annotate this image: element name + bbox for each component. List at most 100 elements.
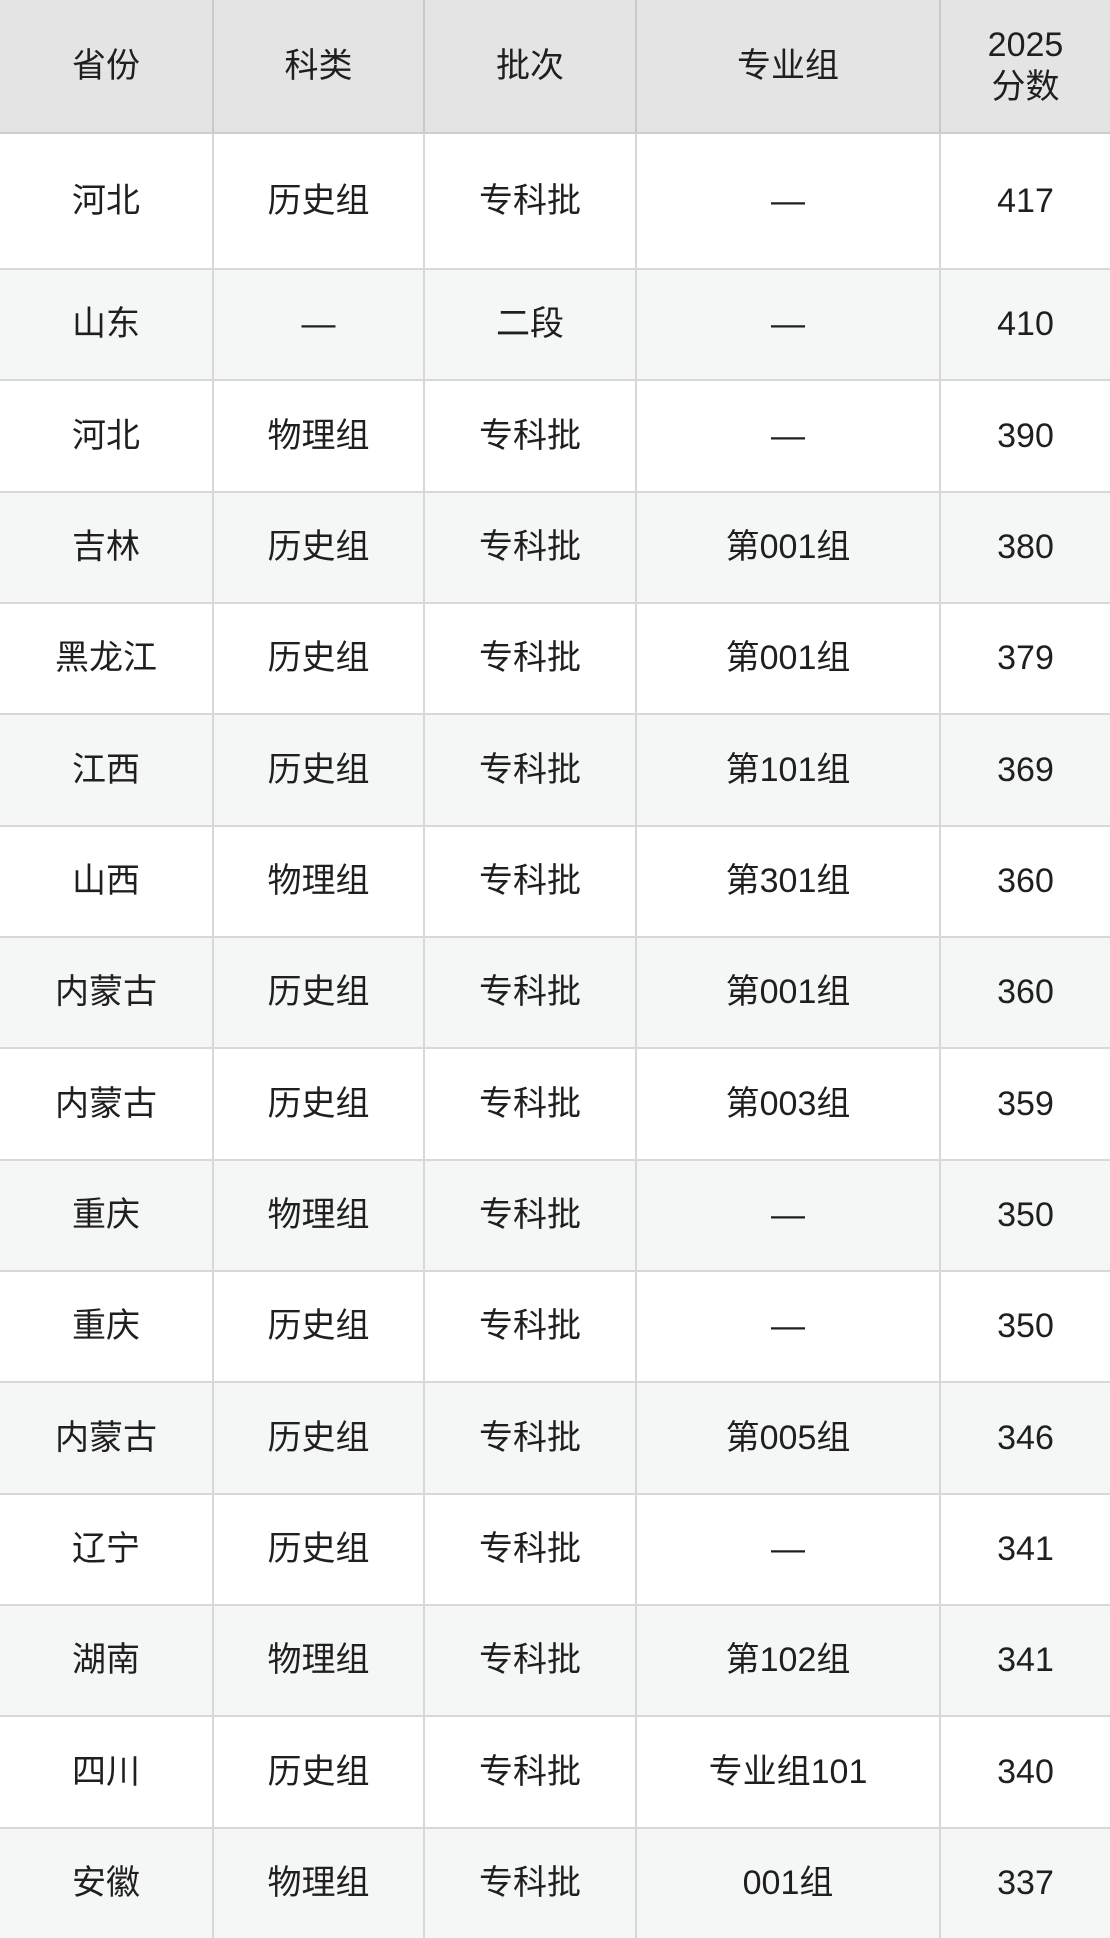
cell-subject-category: 历史组 [214, 937, 425, 1048]
cell-province: 江西 [0, 715, 214, 825]
cell-score-2025: 360 [997, 862, 1054, 901]
cell-major-group: 第005组 [637, 1383, 941, 1493]
cell-batch: 专科批 [425, 1494, 637, 1604]
cell-batch: 专科批 [425, 603, 637, 714]
table-row: 河北 物理组 专科批 — 390 [0, 381, 1110, 493]
cell-province: 河北 [0, 134, 214, 268]
cell-province: 湖南 [0, 1605, 214, 1716]
cell-province: 黑龙江 [0, 603, 214, 714]
cell-province: 山东 [0, 270, 214, 380]
table-row: 四川 历史组 专科批 专业组101 340 [0, 1717, 1110, 1829]
cell-score-2025: 417 [997, 181, 1054, 220]
cell-score-2025: 390 [997, 416, 1054, 455]
cell-batch: 专科批 [425, 937, 637, 1048]
col-header-subject-category: 科类 [214, 0, 425, 132]
cell-major-group: 第102组 [637, 1605, 941, 1716]
cell-province: 内蒙古 [0, 1383, 214, 1493]
cell-score-2025: 360 [997, 973, 1054, 1012]
table-row: 内蒙古 历史组 专科批 第003组 359 [0, 1049, 1110, 1161]
cell-subject-category: 历史组 [214, 715, 425, 825]
cell-score-2025: 380 [997, 528, 1054, 567]
table-row: 江西 历史组 专科批 第101组 369 [0, 715, 1110, 827]
cell-province: 河北 [0, 381, 214, 491]
cell-batch: 专科批 [425, 1605, 637, 1716]
cell-subject-category: 历史组 [214, 134, 425, 268]
table-row: 山西 物理组 专科批 第301组 360 [0, 826, 1110, 938]
cell-subject-category: 历史组 [214, 1271, 425, 1382]
col-header-batch: 批次 [425, 0, 637, 132]
cell-score-2025: 350 [997, 1196, 1054, 1235]
cell-major-group: 第001组 [637, 603, 941, 714]
table-row: 山东 — 二段 — 410 [0, 270, 1110, 382]
cell-batch: 专科批 [425, 826, 637, 936]
cell-batch: 专科批 [425, 381, 637, 491]
table-row: 河北 历史组 专科批 — 417 [0, 134, 1110, 270]
cell-province: 内蒙古 [0, 937, 214, 1048]
cell-major-group: — [637, 134, 941, 268]
cell-batch: 专科批 [425, 134, 637, 268]
cell-subject-category: 物理组 [214, 381, 425, 491]
table-row: 重庆 历史组 专科批 — 350 [0, 1271, 1110, 1384]
cell-score-2025: 340 [997, 1752, 1054, 1791]
cell-subject-category: 历史组 [214, 1717, 425, 1827]
cell-score-2025: 337 [997, 1864, 1054, 1902]
cell-province: 辽宁 [0, 1494, 214, 1604]
cell-batch: 专科批 [425, 1717, 637, 1827]
col-header-batch-label: 批次 [496, 46, 564, 85]
cell-batch: 二段 [425, 270, 637, 380]
table-row: 吉林 历史组 专科批 第001组 380 [0, 492, 1110, 604]
cell-batch: 专科批 [425, 1271, 637, 1382]
cell-subject-category: 历史组 [214, 603, 425, 714]
cell-major-group: 第301组 [637, 826, 941, 936]
cell-province: 吉林 [0, 492, 214, 602]
cell-score-2025: 410 [997, 305, 1054, 344]
cell-batch: 专科批 [425, 1049, 637, 1159]
cell-major-group: — [637, 1494, 941, 1604]
cell-province: 安徽 [0, 1828, 214, 1938]
cell-province: 山西 [0, 826, 214, 936]
cell-score-2025: 359 [997, 1084, 1054, 1123]
cell-province: 内蒙古 [0, 1049, 214, 1159]
cell-score-2025: 341 [997, 1641, 1054, 1680]
col-header-province-label: 省份 [72, 46, 140, 85]
table-row: 湖南 物理组 专科批 第102组 341 [0, 1605, 1110, 1718]
table-row: 内蒙古 历史组 专科批 第001组 360 [0, 937, 1110, 1050]
cell-province: 重庆 [0, 1160, 214, 1270]
cell-batch: 专科批 [425, 1160, 637, 1270]
col-header-major-group-label: 专业组 [737, 46, 839, 85]
cell-score-2025: 369 [997, 750, 1054, 789]
cell-batch: 专科批 [425, 1828, 637, 1938]
cell-major-group: — [637, 1271, 941, 1382]
col-header-score-2025: 2025分数 [941, 0, 1110, 132]
col-header-province: 省份 [0, 0, 214, 132]
col-header-subject-category-label: 科类 [284, 46, 353, 85]
cell-subject-category: 物理组 [214, 1605, 425, 1716]
cell-subject-category: — [214, 270, 425, 380]
table-row: 安徽 物理组 专科批 001组 337 [0, 1828, 1110, 1938]
cell-score-2025: 350 [997, 1307, 1054, 1346]
table-row: 辽宁 历史组 专科批 — 341 [0, 1494, 1110, 1606]
table-row: 内蒙古 历史组 专科批 第005组 346 [0, 1383, 1110, 1495]
cell-batch: 专科批 [425, 1383, 637, 1493]
cell-province: 重庆 [0, 1271, 214, 1382]
cell-major-group: — [637, 270, 941, 380]
cell-subject-category: 历史组 [214, 492, 425, 602]
cell-score-2025: 346 [997, 1418, 1054, 1457]
cell-subject-category: 历史组 [214, 1494, 425, 1604]
cell-subject-category: 物理组 [214, 1828, 425, 1938]
cell-score-2025: 379 [997, 639, 1054, 678]
cell-subject-category: 物理组 [214, 1160, 425, 1270]
cell-major-group: 第101组 [637, 715, 941, 825]
cell-subject-category: 历史组 [214, 1049, 425, 1159]
cell-score-2025: 341 [997, 1530, 1054, 1569]
table-row: 黑龙江 历史组 专科批 第001组 379 [0, 603, 1110, 716]
cell-major-group: — [637, 381, 941, 491]
cell-batch: 专科批 [425, 715, 637, 825]
cell-batch: 专科批 [425, 492, 637, 602]
cell-major-group: 第001组 [637, 492, 941, 602]
table-header-row: 省份 科类 批次 专业组 2025分数 [0, 0, 1110, 134]
cell-subject-category: 物理组 [214, 826, 425, 936]
cell-subject-category: 历史组 [214, 1383, 425, 1493]
cell-province: 四川 [0, 1717, 214, 1827]
